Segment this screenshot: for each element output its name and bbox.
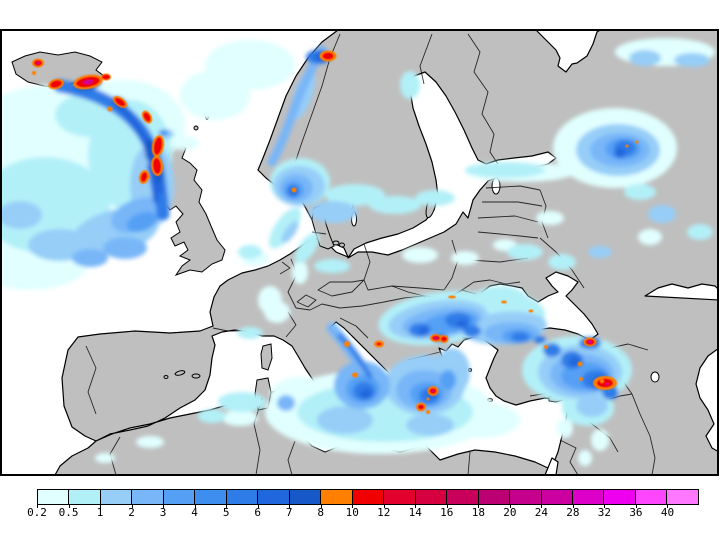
- legend-segment: [571, 490, 604, 504]
- legend-tick-label: 24: [534, 506, 548, 519]
- map-frame: [0, 29, 719, 476]
- legend-tick-label: 3: [159, 506, 167, 519]
- legend-tick-label: 20: [503, 506, 517, 519]
- legend-segment: [509, 490, 541, 504]
- legend-tick: [572, 505, 574, 508]
- menorca: [191, 373, 201, 379]
- caspian-sea: [644, 283, 718, 453]
- legend-tick-label: 36: [629, 506, 643, 519]
- legend-tick: [541, 505, 543, 508]
- legend-tick: [604, 505, 606, 508]
- legend-tick: [131, 505, 133, 508]
- legend-tick: [289, 505, 291, 508]
- precipitation-maxima-layer: [32, 50, 639, 414]
- legend-tick-label: 7: [285, 506, 293, 519]
- legend-tick: [320, 505, 322, 508]
- legend-tick: [635, 505, 637, 508]
- legend-tick-label: 6: [254, 506, 261, 519]
- legend-tick: [194, 505, 196, 508]
- precipitation-field-layer: [1, 38, 715, 466]
- ibiza: [163, 375, 169, 379]
- zealand: [332, 240, 340, 246]
- white-sea: [535, 30, 601, 73]
- legend-tick-label: 40: [660, 506, 675, 519]
- legend-tick-label: 18: [471, 506, 485, 519]
- legend-tick: [478, 505, 480, 508]
- legend-segment: [257, 490, 289, 504]
- legend-tick: [257, 505, 259, 508]
- legend-segment: [320, 490, 352, 504]
- legend-segment: [225, 490, 258, 504]
- legend-tick-label: 5: [222, 506, 230, 519]
- legend-segment: [68, 490, 100, 504]
- legend-segment: [634, 490, 667, 504]
- legend-tick: [163, 505, 165, 508]
- legend-segment: [162, 490, 195, 504]
- legend-tick: [383, 505, 385, 508]
- funen: [339, 242, 345, 248]
- legend-tick: [68, 505, 70, 508]
- legend-tick-label: 12: [377, 506, 391, 519]
- legend-tick-label: 4: [191, 506, 198, 519]
- legend-tick-label: 28: [566, 506, 580, 519]
- legend-tick-label: 0.5: [58, 506, 79, 519]
- mallorca: [174, 370, 186, 376]
- legend-segment: [666, 490, 698, 504]
- legend-tick-label: 32: [597, 506, 612, 519]
- legend-tick-label: 2: [128, 506, 135, 519]
- legend-tick: [667, 505, 669, 508]
- legend-segment: [603, 490, 635, 504]
- legend-tick-label: 8: [317, 506, 325, 519]
- legend-segment: [446, 490, 478, 504]
- corsica: [260, 343, 273, 371]
- legend-tick: [226, 505, 228, 508]
- legend-segment: [351, 490, 384, 504]
- legend-segment: [383, 490, 415, 504]
- lake-urmia: [650, 371, 660, 383]
- legend-tick-label: 16: [440, 506, 454, 519]
- legend-segment: [131, 490, 163, 504]
- legend-tick: [100, 505, 102, 508]
- legend-ticks: [37, 505, 699, 508]
- legend-segment: [288, 490, 321, 504]
- legend-tick: [509, 505, 511, 508]
- legend-tick: [352, 505, 354, 508]
- legend-scale-labels: 0.2 0.5 1 2 3 4 5 6 7 8 10 12 14 16 18 20 24 28 32 36 40: [27, 506, 699, 520]
- precipitation-colorbar: [37, 489, 699, 505]
- legend-segment: [194, 490, 226, 504]
- legend-tick: [446, 505, 448, 508]
- legend-tick-label: 10: [345, 506, 359, 519]
- legend-tick-label: 1: [96, 506, 104, 519]
- orkney: [193, 125, 199, 131]
- legend-segment: [477, 490, 510, 504]
- legend-tick-label: 0.2: [27, 506, 47, 519]
- legend-tick: [415, 505, 417, 508]
- legend-segment: [99, 490, 132, 504]
- red-sea-tip: [544, 457, 559, 475]
- legend-segment: [414, 490, 447, 504]
- legend-segment: [38, 490, 69, 504]
- legend-tick: [37, 505, 38, 508]
- legend-segment: [540, 490, 572, 504]
- legend-tick-label: 14: [408, 506, 422, 519]
